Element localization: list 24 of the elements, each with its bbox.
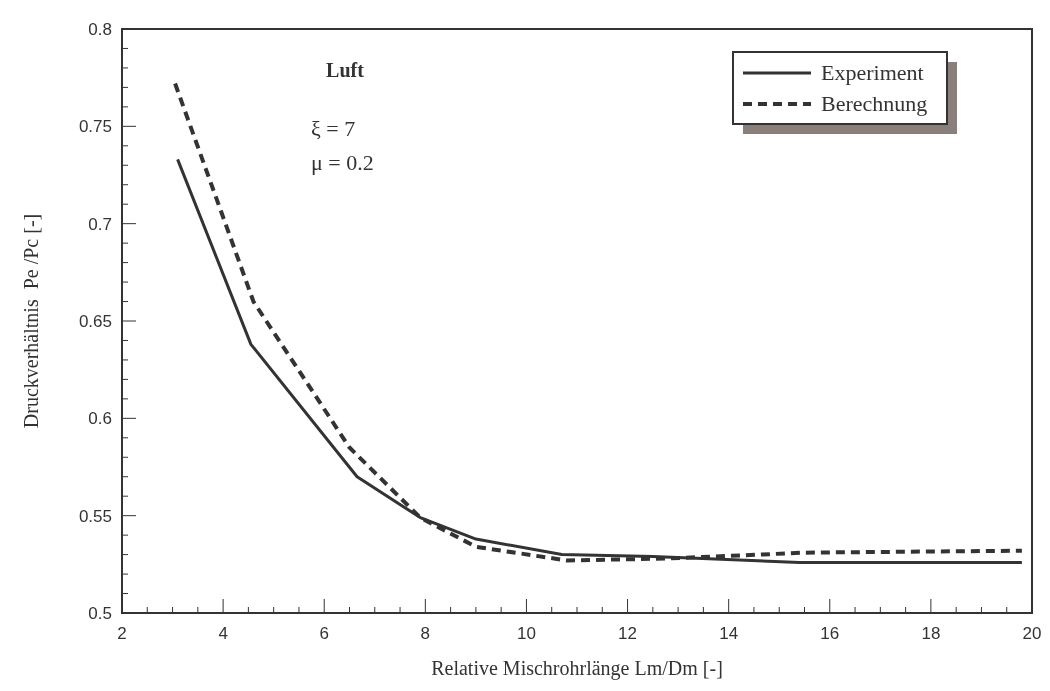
x-tick-label: 14 [719,624,739,643]
y-tick-label: 0.6 [88,409,112,429]
x-axis-title: Relative Mischrohrlänge Lm/Dm [-] [431,657,723,680]
x-tick-label: 20 [1022,624,1042,643]
x-tick-label: 2 [117,624,127,643]
y-tick-label: 0.55 [78,506,112,526]
legend-label: Berechnung [821,91,928,116]
legend-label: Experiment [821,60,924,85]
x-tick-label: 10 [516,624,536,643]
y-tick-label: 0.7 [88,214,112,234]
x-tick-label: 12 [618,624,638,643]
y-tick-label: 0.75 [78,117,112,137]
x-tick-label: 16 [820,624,840,643]
y-tick-label: 0.65 [78,312,112,331]
x-tick-label: 18 [921,624,941,643]
y-axis-title: Druckverhältnis Pe /Pc [-] [20,213,42,429]
annotation: Luft [326,59,365,81]
x-tick-label: 6 [319,624,329,643]
x-tick-label: 8 [420,624,431,643]
y-tick-label: 0.5 [88,604,112,623]
annotation: ξ = 7 [311,116,356,141]
x-tick-label: 4 [218,624,228,643]
y-tick-label: 0.8 [88,20,112,39]
annotation: μ = 0.2 [311,150,374,175]
